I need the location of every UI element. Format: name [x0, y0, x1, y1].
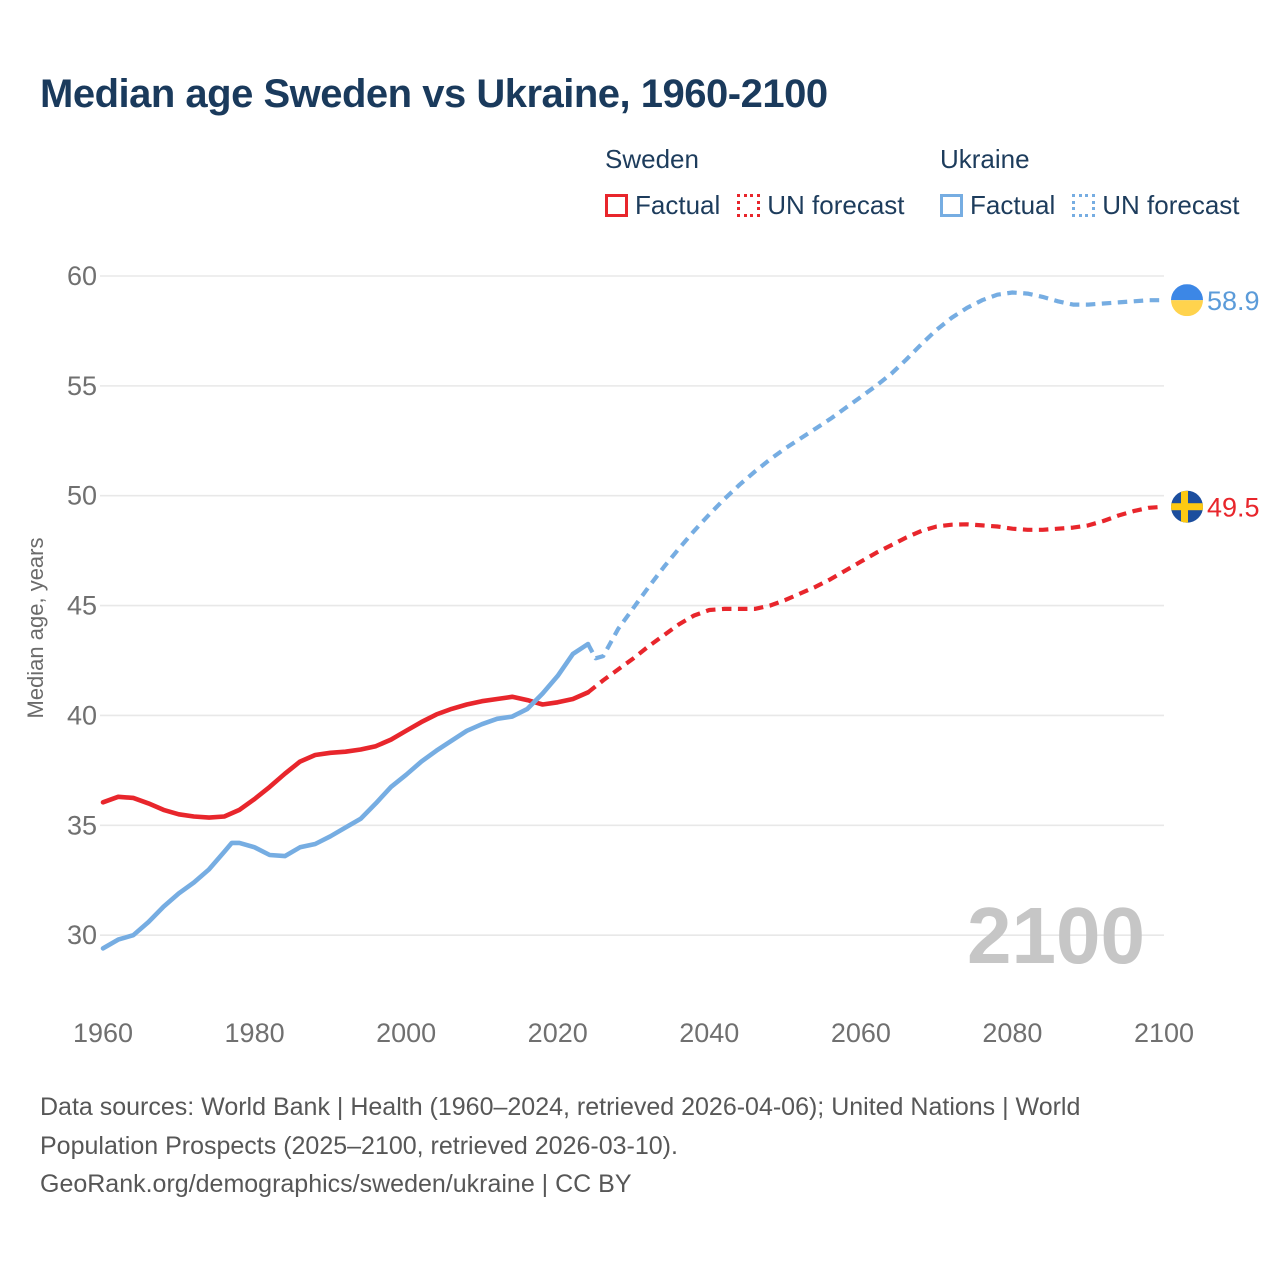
y-tick-label: 30 — [67, 920, 97, 950]
ukraine-factual-swatch-icon — [940, 194, 963, 217]
legend-label: Factual — [970, 190, 1056, 220]
y-tick-label: 55 — [67, 371, 97, 401]
legend-label: UN forecast — [1102, 190, 1240, 220]
chart-footer: Data sources: World Bank | Health (1960–… — [40, 1088, 1165, 1204]
y-tick-label: 50 — [67, 481, 97, 511]
series-line-sweden-un-forecast — [586, 504, 1165, 695]
x-tick-label: 1980 — [225, 1018, 285, 1048]
legend-label: Factual — [635, 190, 721, 220]
legend-label: UN forecast — [767, 190, 905, 220]
y-axis-title: Median age, years — [23, 538, 48, 719]
legend-title-sweden: Sweden — [605, 144, 699, 174]
series-line-ukraine-factual — [100, 641, 591, 951]
legend-row-sweden: Factual UN forecast — [605, 190, 905, 221]
legend-row-ukraine: Factual UN forecast — [940, 190, 1240, 221]
x-tick-label: 2060 — [831, 1018, 891, 1048]
ukraine-forecast-swatch-icon — [1072, 194, 1096, 217]
legend-item-ukraine-factual: Factual — [940, 190, 1055, 221]
attribution-text: GeoRank.org/demographics/sweden/ukraine … — [40, 1170, 632, 1198]
x-tick-label: 1960 — [73, 1018, 133, 1048]
legend-group-ukraine: Ukraine Factual UN forecast — [940, 144, 1240, 221]
watermark-year: 2100 — [967, 891, 1145, 980]
ukraine-flag-icon — [1171, 284, 1203, 317]
y-tick-label: 60 — [67, 261, 97, 291]
y-tick-label: 35 — [67, 810, 97, 840]
y-tick-label: 40 — [67, 700, 97, 730]
y-tick-label: 45 — [67, 591, 97, 621]
sweden-forecast-swatch-icon — [737, 194, 761, 217]
legend-item-sweden-forecast: UN forecast — [737, 190, 905, 221]
sweden-flag-cross-icon — [1171, 490, 1203, 523]
legend-title-ukraine: Ukraine — [940, 144, 1030, 174]
x-tick-label: 2100 — [1134, 1018, 1194, 1048]
x-tick-label: 2000 — [376, 1018, 436, 1048]
end-value-label-sweden: 49.5 — [1207, 493, 1260, 523]
sweden-factual-swatch-icon — [605, 194, 628, 217]
legend-item-sweden-factual: Factual — [605, 190, 720, 221]
data-sources-text: Data sources: World Bank | Health (1960–… — [40, 1093, 1081, 1160]
end-value-label-ukraine: 58.9 — [1207, 286, 1260, 316]
x-tick-label: 2020 — [528, 1018, 588, 1048]
series-line-ukraine-un-forecast — [586, 290, 1164, 661]
legend-group-sweden: Sweden Factual UN forecast — [605, 144, 905, 221]
series-line-sweden-factual — [100, 690, 591, 820]
chart-title: Median age Sweden vs Ukraine, 1960-2100 — [40, 72, 828, 116]
legend-item-ukraine-forecast: UN forecast — [1072, 190, 1240, 221]
x-tick-label: 2080 — [982, 1018, 1042, 1048]
x-tick-label: 2040 — [679, 1018, 739, 1048]
